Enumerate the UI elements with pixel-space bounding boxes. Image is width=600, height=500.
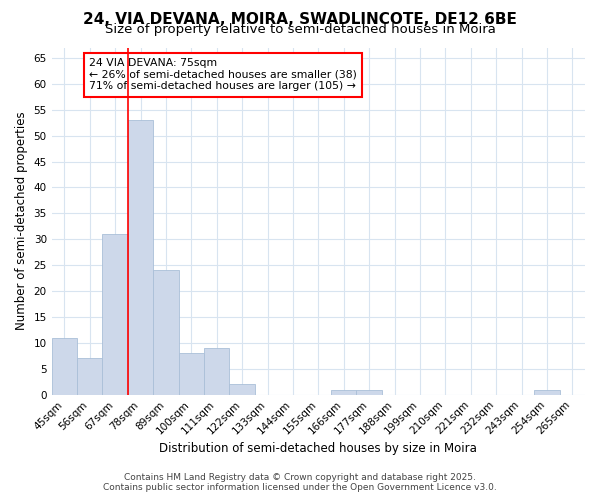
Bar [52, 338, 77, 394]
Bar [204, 348, 229, 395]
Y-axis label: Number of semi-detached properties: Number of semi-detached properties [15, 112, 28, 330]
Text: 24, VIA DEVANA, MOIRA, SWADLINCOTE, DE12 6BE: 24, VIA DEVANA, MOIRA, SWADLINCOTE, DE12… [83, 12, 517, 28]
Text: Contains HM Land Registry data © Crown copyright and database right 2025.
Contai: Contains HM Land Registry data © Crown c… [103, 473, 497, 492]
Bar [534, 390, 560, 394]
Bar [77, 358, 103, 394]
Text: Size of property relative to semi-detached houses in Moira: Size of property relative to semi-detach… [104, 22, 496, 36]
Bar [331, 390, 356, 394]
Bar [153, 270, 179, 394]
Bar [103, 234, 128, 394]
X-axis label: Distribution of semi-detached houses by size in Moira: Distribution of semi-detached houses by … [160, 442, 477, 455]
Text: 24 VIA DEVANA: 75sqm
← 26% of semi-detached houses are smaller (38)
71% of semi-: 24 VIA DEVANA: 75sqm ← 26% of semi-detac… [89, 58, 357, 91]
Bar [229, 384, 255, 394]
Bar [128, 120, 153, 394]
Bar [179, 354, 204, 395]
Bar [356, 390, 382, 394]
